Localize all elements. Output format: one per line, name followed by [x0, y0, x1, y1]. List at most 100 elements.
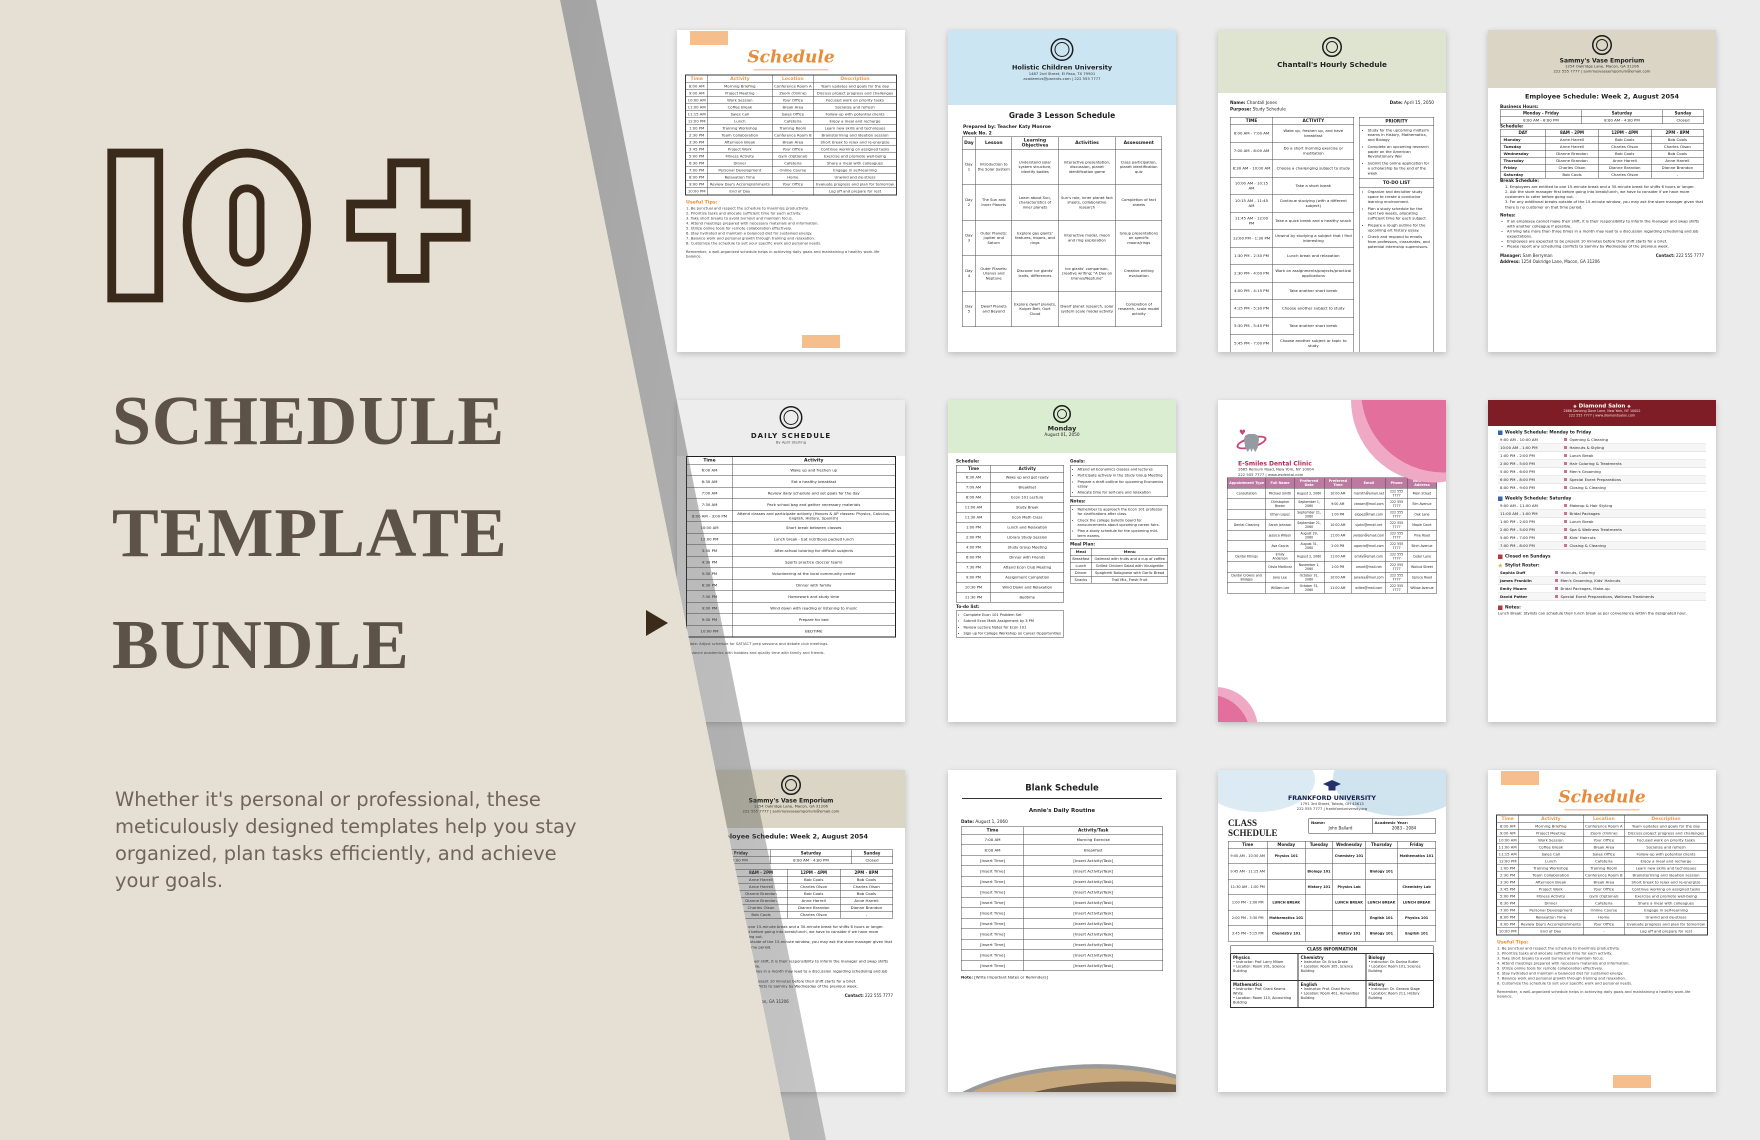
- cell-time: 8:00 PM - 9:00 PM: [1500, 485, 1535, 491]
- cell-date: September 1, 2060: [1293, 498, 1325, 510]
- template-thumbnail-work-schedule[interactable]: Schedule Time Activity Location Description…: [1488, 770, 1716, 1092]
- notes-title: Notes:: [1500, 212, 1516, 218]
- cell-location: Home: [771, 173, 814, 181]
- template-thumbnail-hourly-schedule[interactable]: Chantall's Hourly Schedule Name: Chantal…: [1218, 30, 1446, 352]
- table-row: 1:00 PM Training Workshop Training Room …: [685, 124, 897, 132]
- cell-activity: Sales Call: [1518, 850, 1584, 858]
- cell-time: 1:00 PM - 2:00 PM: [1500, 519, 1535, 525]
- column-header: Menu: [1091, 547, 1169, 556]
- cell-shift: Bob Cools: [787, 876, 841, 884]
- cell-time: 10:15 AM - 11:45 AM: [1230, 194, 1273, 213]
- logo-icon: [1322, 37, 1342, 57]
- cell-time: [Insert Time]: [961, 918, 1024, 929]
- template-thumbnail-work-schedule[interactable]: Schedule Time Activity Location Description…: [677, 30, 905, 352]
- priority-list: Study for the upcoming midterm exams in …: [1368, 128, 1432, 176]
- cell-name: Michael Smith: [1265, 488, 1295, 499]
- cell-friday: LUNCH BREAK: [1397, 894, 1436, 911]
- cell-location: Conference Room A: [1582, 822, 1625, 830]
- cell-shift: Charles Olson: [1545, 164, 1599, 172]
- cell-activity: Closing & Cleaning: [1564, 486, 1706, 491]
- table-row: 11:30 PM Bedtime: [956, 592, 1064, 603]
- cell-type: [1226, 509, 1267, 520]
- cell-phone: 222 555 7777: [1385, 540, 1408, 552]
- cell-thursday: Biology 101: [1365, 925, 1398, 942]
- salon-name: ◆ Diamond Salon ◆: [1573, 402, 1631, 410]
- cell-shift: Charles Olson: [1598, 171, 1652, 179]
- cell-day: Saturday: [1500, 171, 1546, 179]
- table-row: Monday Anne Harrell Bob Cools Bob Cools: [1500, 136, 1705, 144]
- cell-name: Christopher Brown: [1265, 498, 1295, 510]
- template-thumbnail-salon-schedule[interactable]: ◆ Diamond Salon ◆ 2886 Dancing Dove Lane…: [1488, 400, 1716, 722]
- store-logo-icon: [781, 775, 801, 795]
- table-row: [Insert Time] [Insert Activity/Task]: [961, 855, 1163, 866]
- table-row: Day 5 Dwarf Planets and Beyond Explore d…: [962, 291, 1162, 328]
- template-thumbnail-employee-schedule[interactable]: Sammy's Vase Emporium 1254 Oakridge Lane…: [1488, 30, 1716, 352]
- cell-email: agarcia@mail.com: [1351, 540, 1387, 552]
- cell-day: Day 1: [962, 149, 976, 186]
- template-thumbnail-class-schedule[interactable]: FRANKFORD UNIVERSITY 1791 3rd Street, To…: [1218, 770, 1446, 1092]
- table-row: 8:00 AM Morning Briefing Conference Room…: [1496, 822, 1708, 830]
- goal-item: Allocate time for self-care and relaxati…: [1078, 490, 1167, 495]
- template-thumbnail-blank-schedule[interactable]: Blank Schedule Annie's Daily Routine Dat…: [948, 770, 1176, 1092]
- template-thumbnail-dental-appointments[interactable]: ♥ E-Smiles Dental Clinic 2665 Remum Road…: [1218, 400, 1446, 722]
- cell-type: [1226, 498, 1267, 510]
- template-thumbnail-day-planner[interactable]: Monday August 01, 2050 Schedule: Time Ac…: [948, 400, 1176, 722]
- template-thumbnail-lesson-schedule[interactable]: Holistic Children University 1487 2nd St…: [948, 30, 1176, 352]
- cell-email: msmith@email.net: [1351, 488, 1387, 499]
- cell-type: [1226, 530, 1267, 541]
- table-row: 12:00 PM Lunch break - Eat nutritious pa…: [686, 533, 896, 545]
- cell-day: Thursday: [1500, 157, 1546, 165]
- prepared-by: Prepared by: Teacher Katy Monroe: [963, 124, 1051, 130]
- table-row: 5:45 PM - 7:00 PM Choose another subject…: [1230, 334, 1355, 352]
- table-row: 3:45 PM - 5:15 PM Chemistry 101 History …: [1228, 925, 1436, 942]
- stylist-name: James Franklin: [1500, 578, 1532, 584]
- cell-time: 7:00 PM: [685, 166, 708, 174]
- column-header: TIME: [1230, 116, 1273, 125]
- meal-plan-table: Meal Menu Breakfast Oatmeal with fruits a…: [1070, 547, 1169, 584]
- cell-tuesday: History 101: [1305, 879, 1333, 896]
- cell-time: [Insert Time]: [961, 876, 1024, 887]
- cell-activity: Work Session: [707, 96, 773, 104]
- column-header: 2PM - 8PM: [1650, 129, 1705, 137]
- cell-description: Enjoy a meal and recharge: [813, 117, 897, 125]
- cell-phone: 222 555 7777: [1385, 551, 1408, 562]
- notes-section: Notes: Lunch Break: Stylists can schedul…: [1498, 605, 1706, 616]
- instructor-line: Instructor: Prof. Larry Milam: [1233, 960, 1296, 964]
- template-thumbnail-daily-schedule[interactable]: DAILY SCHEDULE By April Sterling Time Ac…: [677, 400, 905, 722]
- cell-meal: Lunch: [1070, 561, 1092, 570]
- footer-note: Remember, a well-organized schedule help…: [686, 249, 880, 259]
- cell-friday: [1397, 863, 1436, 880]
- cell-time: [Insert Time]: [961, 907, 1024, 919]
- cell-activity: Dinner with family: [732, 579, 896, 591]
- cell-time: 2:30 PM: [1496, 871, 1519, 879]
- cell-activity: Relaxation Time: [1518, 913, 1584, 921]
- table-row: [Insert Time] [Insert Activity/Task]: [961, 928, 1163, 940]
- cell-activity: Personal Development: [707, 166, 773, 174]
- todo-item: Prepare a rough outline for the upcoming…: [1368, 223, 1432, 233]
- cell-activity: [Insert Activity/Task]: [1023, 897, 1163, 908]
- tooth-icon: [1244, 434, 1259, 452]
- cell-email: emily@email.com: [1351, 551, 1387, 562]
- cell-tuesday: [1305, 910, 1333, 927]
- cell-time: 8:00 PM: [685, 173, 708, 181]
- cell-type: Dental Fillings: [1226, 551, 1267, 562]
- table-row: 11:30 AM - 1:00 PM History 101 Physics L…: [1228, 879, 1436, 896]
- cell-day: Wednesday: [1500, 150, 1546, 158]
- count-badge: [100, 145, 472, 311]
- hero-title-line: BUNDLE: [112, 607, 410, 684]
- cell-phone: 222 555 7777: [1385, 519, 1408, 531]
- notes-title: Notes:: [1070, 498, 1086, 504]
- cell-type: Consultation: [1226, 488, 1267, 499]
- table-row: Christopher Brown September 1, 2060 9:00…: [1226, 498, 1438, 510]
- cell-activity: Afternoon Break: [707, 138, 773, 146]
- table-row: 10:00 AM Work Session Your Office Focuse…: [685, 96, 897, 104]
- cell-activity: Lunch: [707, 117, 773, 125]
- cell-address: Elm Avenue: [1406, 498, 1438, 510]
- cell-objectives: Discover ice giants' traits, differences: [1011, 255, 1059, 292]
- address: 2886 Dancing Dove Lane, New York, NY 100…: [1563, 409, 1641, 413]
- table-row: 5:00 PM Fitness Activity Gym (Optional) …: [685, 152, 897, 160]
- cell-shift: Anne Harrell: [787, 897, 841, 905]
- class-info-block: Chemistry Instructor: Dr. Erica Drake Lo…: [1298, 953, 1366, 981]
- cell-address: Main Street: [1406, 488, 1438, 499]
- table-row: 7:30 AM Pack school bag and gather neces…: [686, 498, 896, 511]
